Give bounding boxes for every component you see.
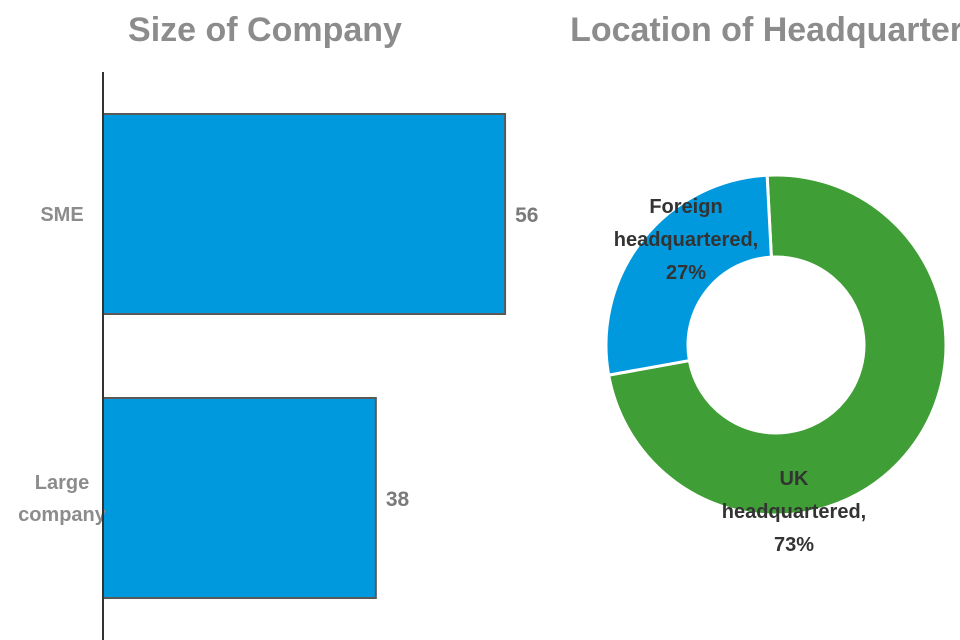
bar-value-label: 38 xyxy=(386,488,410,511)
donut-slice-uk xyxy=(606,173,948,517)
category-label: Large company xyxy=(18,472,107,526)
bar-marks: SME 56 Large company 38 xyxy=(18,113,538,599)
bar-chart-title: Size of Company xyxy=(128,11,402,49)
category-label: SME xyxy=(40,204,83,226)
bar-sme xyxy=(102,113,507,315)
donut-slice-foreign xyxy=(604,173,773,377)
donut-slice-label: Foreign headquartered, 27% xyxy=(614,196,758,284)
donut-chart-title: Location of Headquarters xyxy=(570,11,960,49)
bar-large-company xyxy=(102,397,377,599)
donut-slice-label: UK headquartered, 73% xyxy=(722,468,866,556)
bar-chart-size-of-company: Size of Company SME 56 Large company 38 xyxy=(18,11,538,640)
donut-marks: UK headquartered, 73% Foreign headquartered,… xyxy=(604,173,948,556)
bar-value-label: 56 xyxy=(515,204,538,227)
donut-chart-location-of-headquarters: Location of Headquarters UK headquartered… xyxy=(570,11,960,556)
